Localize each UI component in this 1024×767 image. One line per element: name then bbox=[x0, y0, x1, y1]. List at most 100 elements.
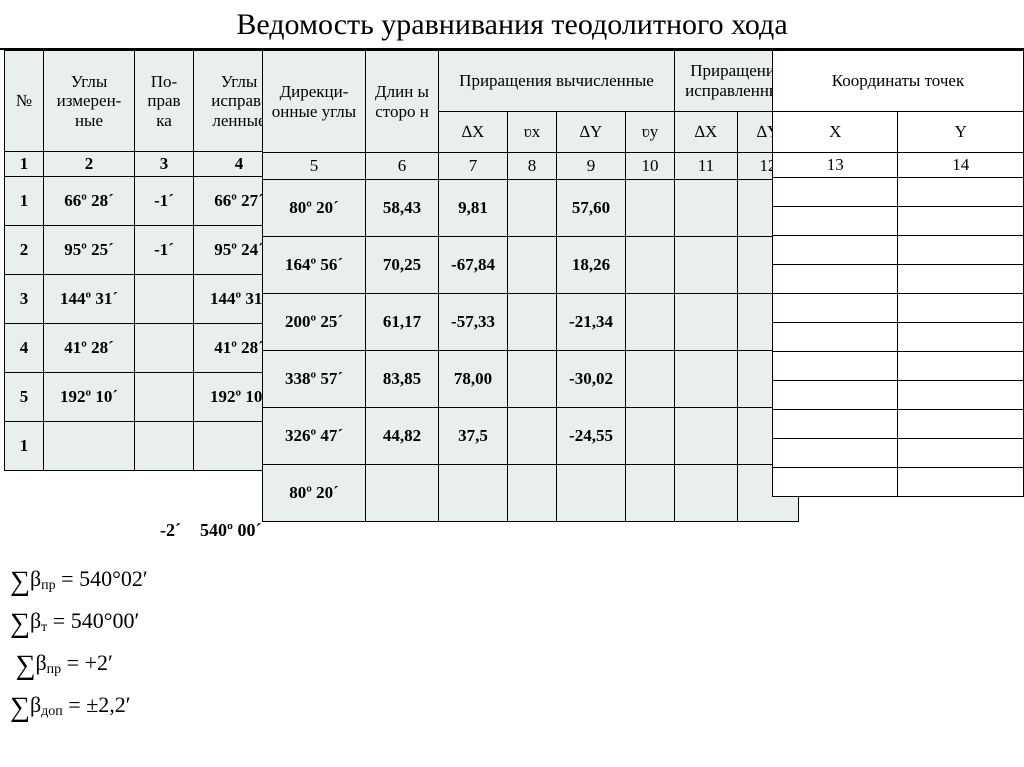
cell bbox=[675, 408, 738, 465]
colnum: 11 bbox=[675, 153, 738, 180]
cell: 192º 10´ bbox=[44, 373, 135, 422]
cell: 66º 28´ bbox=[44, 177, 135, 226]
cell bbox=[773, 439, 898, 468]
hdr-col2: Углы измерен-ные bbox=[44, 51, 135, 152]
cell: 61,17 bbox=[366, 294, 439, 351]
page-title: Ведомость уравнивания теодолитного хода bbox=[0, 0, 1024, 50]
cell: 1 bbox=[5, 177, 44, 226]
cell bbox=[508, 465, 557, 522]
cell: 57,60 bbox=[557, 180, 626, 237]
hdr-coord: Координаты точек bbox=[773, 51, 1024, 112]
cell bbox=[898, 410, 1024, 439]
table-left: № Углы измерен-ные По-прав ка Углы испра… bbox=[4, 50, 285, 471]
cell: 200º 25´ bbox=[263, 294, 366, 351]
colnum: 10 bbox=[626, 153, 675, 180]
colnum: 1 bbox=[5, 152, 44, 177]
cell bbox=[135, 422, 194, 471]
hdr-col1: № bbox=[5, 51, 44, 152]
cell bbox=[773, 178, 898, 207]
cell bbox=[626, 408, 675, 465]
cell bbox=[898, 178, 1024, 207]
cell bbox=[898, 207, 1024, 236]
hdr-calc: Приращения вычисленные bbox=[439, 51, 675, 112]
table-right: Координаты точек XY 1314 bbox=[772, 50, 1024, 497]
cell bbox=[626, 351, 675, 408]
cell: 2 bbox=[5, 226, 44, 275]
cell: 5 bbox=[5, 373, 44, 422]
hdr-col11: ∆X bbox=[675, 112, 738, 153]
colnum: 3 bbox=[135, 152, 194, 177]
colnum: 2 bbox=[44, 152, 135, 177]
cell: 83,85 bbox=[366, 351, 439, 408]
cell: 80º 20´ bbox=[263, 180, 366, 237]
cell: 58,43 bbox=[366, 180, 439, 237]
cell: -21,34 bbox=[557, 294, 626, 351]
cell: 4 bbox=[5, 324, 44, 373]
sum-corr: -2´ bbox=[160, 520, 181, 541]
cell bbox=[557, 465, 626, 522]
hdr-col14: Y bbox=[898, 112, 1024, 153]
cell bbox=[898, 352, 1024, 381]
hdr-col8: ʋx bbox=[508, 112, 557, 153]
cell bbox=[773, 468, 898, 497]
cell bbox=[898, 323, 1024, 352]
colnum: 8 bbox=[508, 153, 557, 180]
colnum: 6 bbox=[366, 153, 439, 180]
cell: -1´ bbox=[135, 226, 194, 275]
formula-4: ∑βдоп = ±2,2′ bbox=[10, 692, 148, 724]
cell bbox=[773, 352, 898, 381]
formula-1: ∑βпр = 540°02′ bbox=[10, 566, 148, 598]
cell: 37,5 bbox=[439, 408, 508, 465]
colnum: 5 bbox=[263, 153, 366, 180]
cell bbox=[626, 294, 675, 351]
table-wrap: № Углы измерен-ные По-прав ка Углы испра… bbox=[0, 50, 1024, 510]
cell bbox=[508, 351, 557, 408]
hdr-col3: По-прав ка bbox=[135, 51, 194, 152]
colnum: 14 bbox=[898, 153, 1024, 178]
formula-2: ∑βт = 540°00′ bbox=[10, 608, 148, 640]
cell: 144º 31´ bbox=[44, 275, 135, 324]
cell: -67,84 bbox=[439, 237, 508, 294]
cell bbox=[626, 180, 675, 237]
colnum: 7 bbox=[439, 153, 508, 180]
hdr-col10: ʋy bbox=[626, 112, 675, 153]
hdr-col13: X bbox=[773, 112, 898, 153]
cell bbox=[773, 410, 898, 439]
cell bbox=[508, 294, 557, 351]
cell: 95º 25´ bbox=[44, 226, 135, 275]
cell bbox=[675, 237, 738, 294]
cell: 80º 20´ bbox=[263, 465, 366, 522]
cell bbox=[898, 294, 1024, 323]
cell bbox=[135, 324, 194, 373]
cell bbox=[898, 265, 1024, 294]
cell bbox=[675, 465, 738, 522]
cell: -1´ bbox=[135, 177, 194, 226]
cell: 9,81 bbox=[439, 180, 508, 237]
colnum: 9 bbox=[557, 153, 626, 180]
cell bbox=[898, 236, 1024, 265]
sum-dir: 540º 00´ bbox=[200, 520, 261, 541]
cell bbox=[44, 422, 135, 471]
cell bbox=[773, 236, 898, 265]
cell: 78,00 bbox=[439, 351, 508, 408]
cell bbox=[773, 294, 898, 323]
cell: 1 bbox=[5, 422, 44, 471]
hdr-col7: ∆X bbox=[439, 112, 508, 153]
cell bbox=[439, 465, 508, 522]
table-mid: Дирекци-онные углы Длин ы сторо н Приращ… bbox=[262, 50, 799, 522]
cell: 70,25 bbox=[366, 237, 439, 294]
cell: 44,82 bbox=[366, 408, 439, 465]
cell bbox=[898, 468, 1024, 497]
cell bbox=[773, 323, 898, 352]
formulas: ∑βпр = 540°02′ ∑βт = 540°00′ ∑βпр = +2′ … bbox=[10, 556, 148, 734]
cell bbox=[773, 381, 898, 410]
cell: 338º 57´ bbox=[263, 351, 366, 408]
cell: 41º 28´ bbox=[44, 324, 135, 373]
cell bbox=[508, 237, 557, 294]
hdr-col9: ∆Y bbox=[557, 112, 626, 153]
cell: 3 bbox=[5, 275, 44, 324]
colnum: 13 bbox=[773, 153, 898, 178]
cell bbox=[135, 373, 194, 422]
cell bbox=[675, 180, 738, 237]
cell: -24,55 bbox=[557, 408, 626, 465]
